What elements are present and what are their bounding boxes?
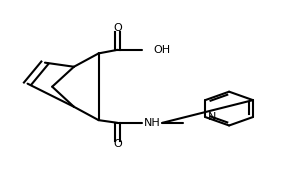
Text: NH: NH xyxy=(144,118,161,128)
Text: N: N xyxy=(208,112,217,122)
Text: O: O xyxy=(113,139,122,149)
Text: O: O xyxy=(113,23,122,33)
Text: OH: OH xyxy=(154,45,171,55)
